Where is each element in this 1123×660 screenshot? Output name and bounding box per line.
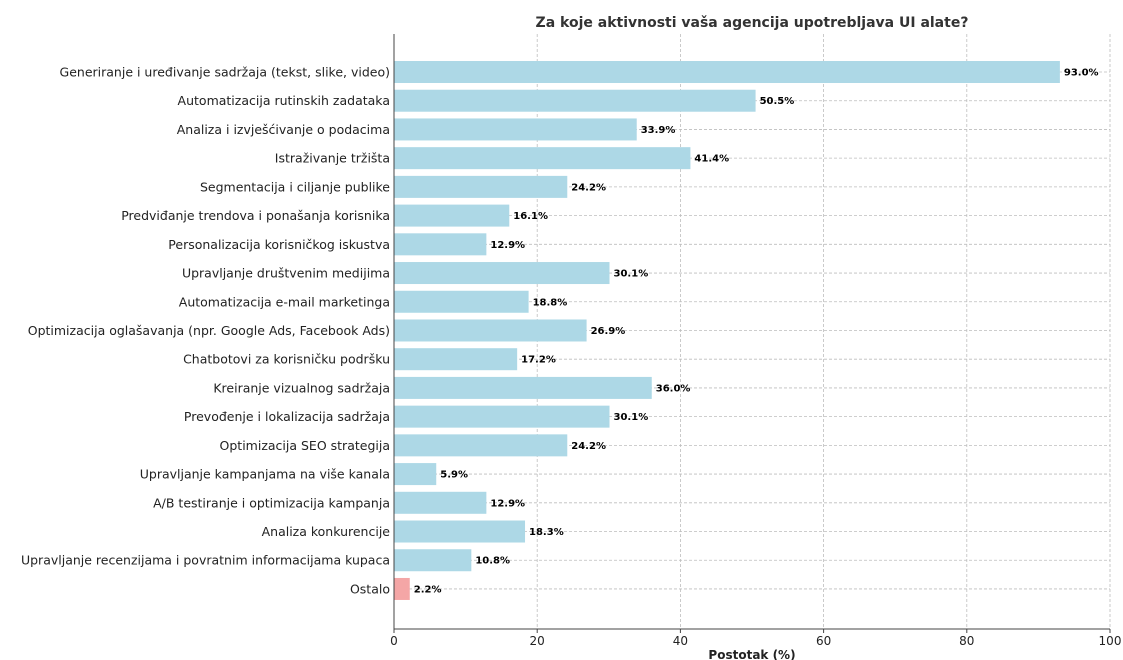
bar <box>394 204 510 227</box>
x-tick-label: 20 <box>530 634 545 648</box>
category-label: Personalizacija korisničkog iskustva <box>168 237 390 252</box>
data-label: 33.9% <box>641 125 676 136</box>
data-label: 10.8% <box>475 556 510 567</box>
data-label: 12.9% <box>490 498 525 509</box>
data-label: 36.0% <box>656 383 691 394</box>
bar <box>394 405 610 428</box>
data-label: 18.8% <box>533 297 568 308</box>
category-label: Analiza konkurencije <box>262 524 391 539</box>
category-label: Istraživanje tržišta <box>275 151 390 166</box>
category-label: Predviđanje trendova i ponašanja korisni… <box>121 208 390 223</box>
data-label: 50.5% <box>760 96 795 107</box>
data-label: 30.1% <box>614 412 649 423</box>
x-tick-label: 80 <box>959 634 974 648</box>
category-label: Automatizacija rutinskih zadataka <box>178 93 390 108</box>
bar <box>394 147 691 170</box>
bar <box>394 118 637 141</box>
bar <box>394 348 518 371</box>
x-tick-label: 0 <box>390 634 398 648</box>
axis-layer <box>393 34 1111 633</box>
category-label: Segmentacija i ciljanje publike <box>200 179 390 194</box>
grid-layer <box>394 34 1111 629</box>
x-tick-label: 40 <box>673 634 688 648</box>
bar <box>394 175 568 198</box>
bar <box>394 463 437 486</box>
category-label: Chatbotovi za korisničku podršku <box>183 352 390 367</box>
category-label: Upravljanje kampanjama na više kanala <box>140 467 390 482</box>
bar <box>394 549 472 572</box>
bar <box>394 262 610 285</box>
bar <box>394 577 410 600</box>
bar <box>394 376 652 399</box>
data-label: 5.9% <box>440 470 468 481</box>
data-label: 2.2% <box>414 584 442 595</box>
category-label: Optimizacija oglašavanja (npr. Google Ad… <box>28 323 390 338</box>
data-label: 17.2% <box>521 355 556 366</box>
category-label: Upravljanje društvenim medijima <box>182 266 390 281</box>
x-tick-label: 100 <box>1099 634 1122 648</box>
category-label: Prevođenje i lokalizacija sadržaja <box>184 409 390 424</box>
bar <box>394 319 587 342</box>
bar <box>394 520 526 543</box>
bar <box>394 61 1060 83</box>
bar <box>394 434 568 457</box>
category-label: Upravljanje recenzijama i povratnim info… <box>21 553 390 568</box>
category-label: Ostalo <box>350 581 390 596</box>
data-label: 16.1% <box>513 211 548 222</box>
data-label: 12.9% <box>490 240 525 251</box>
category-label: Automatizacija e-mail marketinga <box>179 294 390 309</box>
bar-layer <box>394 61 1060 600</box>
bar <box>394 290 529 313</box>
label-layer: 93.0% Generiranje i uređivanje sadržaja (… <box>21 65 1121 649</box>
category-label: Analiza i izvješćivanje o podacima <box>177 122 390 137</box>
data-label: 24.2% <box>571 441 606 452</box>
x-tick-label: 60 <box>816 634 831 648</box>
category-label: Optimizacija SEO strategija <box>220 438 390 453</box>
bar <box>394 233 487 256</box>
x-axis-label: Postotak (%) <box>708 648 795 660</box>
category-label: Kreiranje vizualnog sadržaja <box>213 380 390 395</box>
data-label: 18.3% <box>529 527 564 538</box>
category-label: Generiranje i uređivanje sadržaja (tekst… <box>60 65 390 80</box>
category-label: A/B testiranje i optimizacija kampanja <box>153 495 390 510</box>
data-label: 24.2% <box>571 182 606 193</box>
data-label: 26.9% <box>591 326 626 337</box>
data-label: 30.1% <box>614 269 649 280</box>
data-label: 93.0% <box>1064 68 1099 79</box>
bar <box>394 89 756 112</box>
data-label: 41.4% <box>694 154 729 165</box>
bar <box>394 491 487 514</box>
chart-title: Za koje aktivnosti vaša agencija upotreb… <box>536 15 969 31</box>
